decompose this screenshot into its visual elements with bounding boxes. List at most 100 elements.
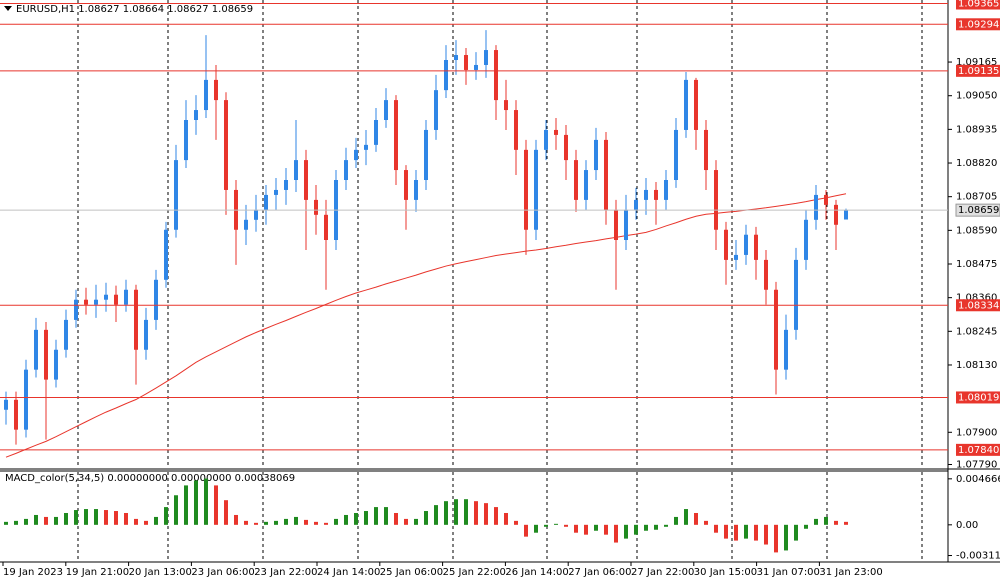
candle-body	[454, 55, 458, 60]
candle-body	[304, 160, 308, 200]
macd-bar	[634, 524, 638, 535]
macd-bar	[714, 524, 718, 533]
macd-bar	[484, 503, 488, 525]
level-label: 1.07840	[958, 445, 999, 456]
macd-bar	[384, 507, 388, 525]
candle-body	[354, 149, 358, 161]
macd-bar	[324, 522, 328, 525]
macd-bar	[164, 507, 168, 525]
macd-bar	[474, 501, 478, 525]
x-tick-label: 30 Jan 15:00	[694, 567, 757, 578]
macd-bar	[84, 509, 88, 525]
macd-bar	[274, 520, 278, 525]
macd-bar	[504, 512, 508, 525]
y-tick-label: 1.09050	[956, 91, 997, 102]
level-box	[956, 443, 1000, 456]
macd-bar	[134, 518, 138, 525]
level-label: 1.09294	[958, 19, 999, 30]
y-tick-label: 1.08360	[956, 293, 997, 304]
candle-body	[754, 234, 758, 260]
x-tick-label: 23 Jan 06:00	[191, 567, 254, 578]
macd-bar	[494, 507, 498, 525]
macd-bar	[14, 520, 18, 525]
candle-body	[614, 209, 618, 240]
candle-body	[64, 319, 68, 350]
candle-body	[324, 214, 328, 240]
y-tick-label: 1.08475	[956, 259, 997, 270]
candle-body	[554, 129, 558, 135]
candle-body	[104, 294, 108, 300]
candle-body	[264, 194, 268, 210]
candle-body	[774, 289, 778, 370]
macd-bar	[464, 499, 468, 525]
macd-bar	[24, 518, 28, 525]
candle-body	[24, 369, 28, 430]
macd-bar	[354, 512, 358, 525]
candle-body	[474, 64, 478, 70]
candle-body	[404, 170, 408, 200]
macd-bar	[734, 524, 738, 541]
macd-bar	[744, 524, 748, 539]
y-tick-label: 1.09165	[956, 57, 997, 68]
x-tick-label: 26 Jan 14:00	[505, 567, 568, 578]
macd-bar	[114, 511, 118, 525]
level-label: 1.09135	[958, 66, 999, 77]
candle-body	[424, 129, 428, 180]
candle-body	[634, 199, 638, 210]
macd-bar	[194, 480, 198, 525]
candle-body	[4, 399, 8, 410]
candle-body	[834, 204, 838, 225]
macd-bar	[754, 524, 758, 541]
collapse-icon[interactable]	[4, 6, 12, 11]
macd-bar	[664, 524, 668, 527]
macd-bar	[574, 524, 578, 533]
x-tick-label: 19 Jan 2023	[3, 567, 63, 578]
macd-bar	[554, 523, 558, 525]
macd-bar	[254, 522, 258, 525]
candle-body	[204, 79, 208, 111]
current-price-box	[955, 203, 1000, 217]
y-tick-label: 0.0046667	[956, 474, 1000, 485]
macd-bar	[144, 520, 148, 525]
candle-body	[514, 110, 518, 150]
level-box	[956, 18, 1000, 31]
candle-body	[274, 189, 278, 195]
macd-bar	[654, 524, 658, 530]
candle-body	[14, 399, 18, 430]
y-tick-label: 1.08130	[956, 360, 997, 371]
candle-body	[464, 55, 468, 70]
macd-bar	[4, 521, 8, 525]
macd-bar	[424, 511, 428, 525]
candle-body	[184, 120, 188, 161]
macd-bar	[344, 514, 348, 525]
x-tick-label: 23 Jan 22:00	[254, 567, 317, 578]
macd-bar	[614, 524, 618, 543]
candle-body	[394, 100, 398, 171]
candle-body	[254, 209, 258, 220]
candle-body	[214, 79, 218, 101]
macd-bar	[844, 521, 848, 525]
macd-bar	[284, 518, 288, 525]
candle-body	[494, 50, 498, 101]
candle-body	[704, 129, 708, 171]
candle-body	[574, 160, 578, 200]
x-tick-label: 31 Jan 07:00	[757, 567, 820, 578]
macd-bar	[584, 524, 588, 535]
macd-bar	[524, 524, 528, 537]
macd-bar	[604, 524, 608, 535]
candle-body	[74, 299, 78, 320]
macd-bar	[224, 500, 228, 525]
candle-body	[314, 199, 318, 215]
macd-bar	[814, 518, 818, 525]
candle-body	[784, 329, 788, 370]
candle-body	[654, 189, 658, 200]
candle-body	[444, 60, 448, 91]
candle-body	[414, 180, 418, 200]
candle-body	[344, 160, 348, 180]
macd-bar	[54, 516, 58, 525]
candle-body	[534, 149, 538, 230]
macd-bar	[454, 499, 458, 525]
candle-body	[524, 149, 528, 230]
